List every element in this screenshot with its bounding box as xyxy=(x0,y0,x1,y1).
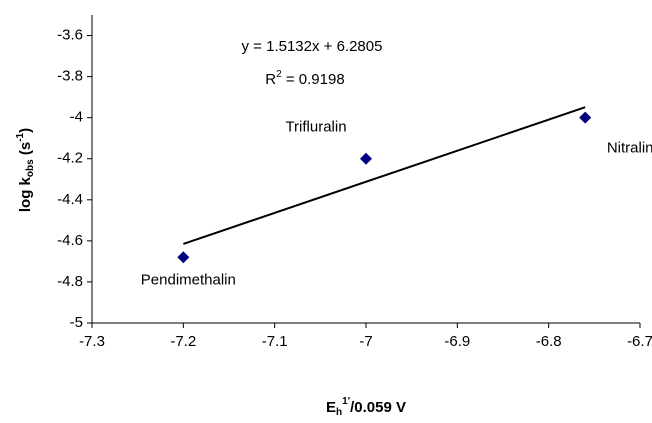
x-tick-label: -7.2 xyxy=(170,333,196,350)
data-point xyxy=(579,111,592,124)
y-tick-label: -3.8 xyxy=(57,68,83,85)
x-tick-label: -7 xyxy=(359,333,372,350)
y-label-part: log k xyxy=(17,176,34,212)
y-label-sub: obs xyxy=(25,159,36,177)
trend-equation: y = 1.5132x + 6.2805 xyxy=(242,38,383,55)
trendline xyxy=(183,106,586,245)
y-tick-label: -4.6 xyxy=(57,232,83,249)
y-label-sup: -1 xyxy=(15,132,26,141)
data-point xyxy=(360,152,372,165)
y-label-part: (s xyxy=(17,142,34,160)
y-label-part: ) xyxy=(17,128,34,133)
x-tick-label: -7.3 xyxy=(79,333,105,350)
y-tick-label: -4.8 xyxy=(57,273,83,290)
y-axis-label: log kobs (s-1) xyxy=(15,128,36,212)
y-tick-label: -4 xyxy=(70,109,83,126)
x-axis-label: Eh1'/0.059 V xyxy=(326,396,406,418)
point-label: Pendimethalin xyxy=(141,271,236,288)
y-tick-label: -5 xyxy=(70,314,83,331)
r2-part: = 0.9198 xyxy=(282,71,345,88)
x-tick-label: -6.9 xyxy=(444,333,470,350)
r-squared: R2 = 0.9198 xyxy=(265,69,344,88)
point-label: Trifluralin xyxy=(285,119,346,136)
x-label-part: E xyxy=(326,399,336,416)
x-tick-label: -6.7 xyxy=(627,333,652,350)
x-label-sup: 1' xyxy=(342,396,350,407)
point-label: Nitralin xyxy=(607,140,652,157)
x-tick-label: -6.8 xyxy=(536,333,562,350)
y-tick-label: -4.4 xyxy=(57,191,83,208)
y-tick-label: -4.2 xyxy=(57,150,83,167)
r2-part: R xyxy=(265,71,276,88)
data-point xyxy=(177,251,190,264)
y-tick-label: -3.6 xyxy=(57,27,83,44)
r2-sup: 2 xyxy=(276,69,282,80)
x-label-sub: h xyxy=(336,407,342,418)
x-tick-label: -7.1 xyxy=(262,333,288,350)
x-label-part: /0.059 V xyxy=(350,399,406,416)
